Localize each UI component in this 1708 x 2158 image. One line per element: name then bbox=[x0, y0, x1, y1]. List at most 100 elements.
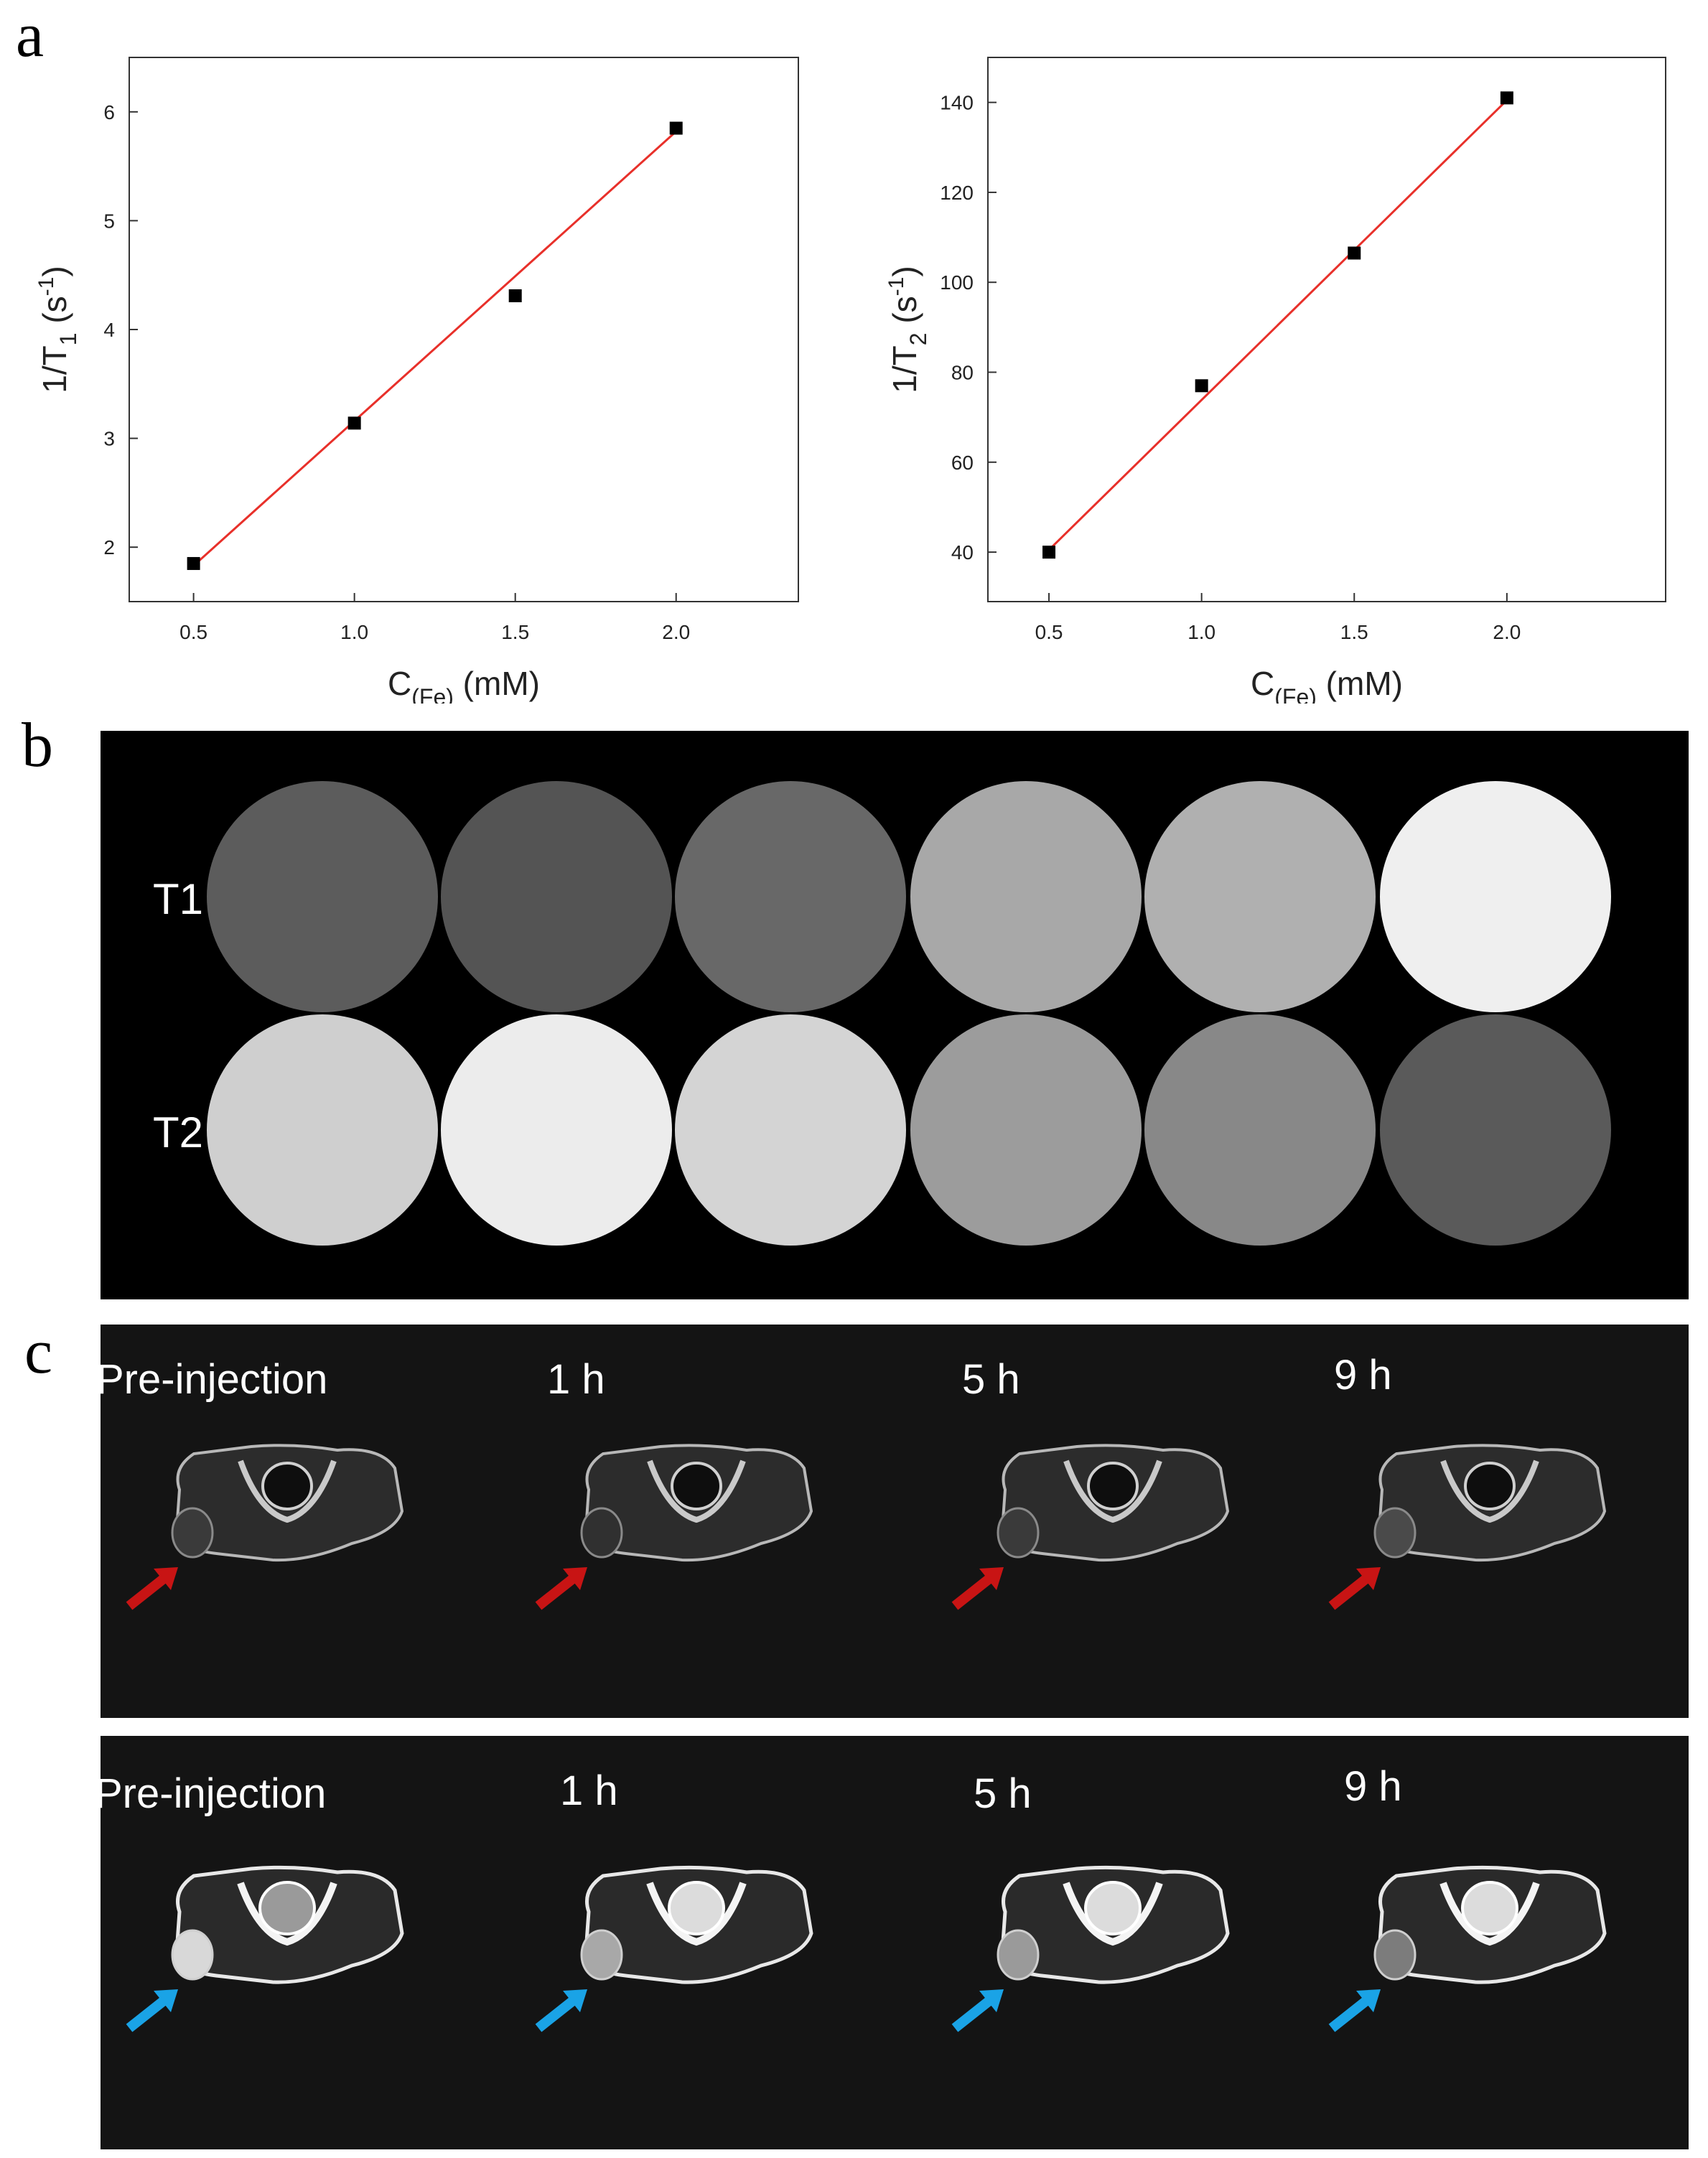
phantom-disk bbox=[1144, 781, 1376, 1012]
arrow-shaft bbox=[535, 1574, 577, 1610]
mri-slice bbox=[951, 1865, 1230, 2032]
y-axis-label: 1/T2 (s-1) bbox=[885, 266, 931, 393]
data-point bbox=[1348, 246, 1361, 260]
x-tick-label: 0.5 bbox=[179, 621, 207, 643]
data-point bbox=[347, 416, 361, 430]
data-point bbox=[669, 121, 683, 135]
y-tick-label: 4 bbox=[103, 319, 115, 341]
phantom-disk bbox=[1144, 1014, 1376, 1246]
x-tick-label: 1.0 bbox=[340, 621, 368, 643]
bladder bbox=[1084, 1881, 1142, 1935]
chart-t1-svg: 0.5 1.0 1.5 2.0 2 3 4 5 6 C(Fe) (mM) 1/T1 (s-1) bbox=[34, 57, 799, 704]
data-point bbox=[1042, 546, 1056, 559]
mri-slice bbox=[535, 1444, 813, 1610]
arrow-shaft bbox=[126, 1574, 167, 1610]
arrow-head bbox=[1356, 1989, 1381, 2012]
y-tick-label: 120 bbox=[940, 182, 974, 204]
arrow-head bbox=[154, 1567, 178, 1590]
data-point bbox=[1500, 91, 1513, 105]
column-title-pre-injection-t2: Pre-injection bbox=[101, 1770, 327, 1817]
bladder bbox=[671, 1462, 722, 1510]
phantom-disk bbox=[675, 1014, 906, 1246]
column-title-1h: 1 h bbox=[547, 1356, 605, 1403]
tumor bbox=[580, 1929, 623, 1981]
plot-frame bbox=[129, 57, 799, 602]
arrow-shaft bbox=[1328, 1996, 1370, 2032]
arrow-head bbox=[979, 1989, 1004, 2012]
mri-slice bbox=[951, 1444, 1230, 1610]
tumor bbox=[1373, 1929, 1417, 1981]
tumor bbox=[997, 1507, 1040, 1559]
arrow-head bbox=[1356, 1567, 1381, 1590]
panel-label-a: a bbox=[16, 1, 45, 70]
column-title-5h-t2: 5 h bbox=[974, 1770, 1032, 1817]
bladder bbox=[261, 1462, 313, 1510]
phantom-disk bbox=[910, 1014, 1142, 1246]
arrow-shaft bbox=[535, 1996, 577, 2032]
arrow-head bbox=[154, 1989, 178, 2012]
chart-t2-svg: 0.5 1.0 1.5 2.0 40 60 80 100 120 140 C(Fe) (mM) 1/T… bbox=[885, 57, 1666, 704]
data-point bbox=[1195, 379, 1208, 393]
mri-t2-panel: Pre-injection 1 h 5 h 9 h bbox=[101, 1736, 1689, 2149]
pelvis bbox=[1063, 1459, 1162, 1523]
x-tick-label: 1.5 bbox=[1340, 621, 1368, 643]
phantom-disk bbox=[207, 781, 438, 1012]
bladder bbox=[1087, 1462, 1139, 1510]
arrow-shaft bbox=[951, 1996, 993, 2032]
phantom-disk bbox=[910, 781, 1142, 1012]
y-tick-label: 80 bbox=[951, 362, 974, 384]
x-axis-label: C(Fe) (mM) bbox=[1251, 665, 1403, 704]
data-point bbox=[187, 556, 200, 570]
column-title-5h: 5 h bbox=[962, 1356, 1020, 1403]
x-tick-label: 1.0 bbox=[1187, 621, 1215, 643]
phantom-image-panel: T1 T2 bbox=[101, 731, 1689, 1299]
bladder bbox=[668, 1881, 725, 1935]
mri-slice bbox=[535, 1865, 813, 2032]
pelvis bbox=[1439, 1882, 1540, 1946]
bladder bbox=[1461, 1881, 1518, 1935]
pelvis bbox=[238, 1459, 337, 1523]
mri-t1-panel: Pre-injection 1 h 5 h 9 h bbox=[101, 1325, 1689, 1718]
chart-t2-relaxivity: 0.5 1.0 1.5 2.0 40 60 80 100 120 140 C(Fe) (mM) 1/T… bbox=[847, 0, 1708, 704]
tumor bbox=[171, 1929, 214, 1981]
data-point bbox=[508, 289, 522, 303]
phantom-disk bbox=[441, 1014, 672, 1246]
y-tick-label: 100 bbox=[940, 271, 974, 294]
mri-slice bbox=[126, 1865, 404, 2032]
arrow-head bbox=[563, 1567, 587, 1590]
y-tick-label: 3 bbox=[103, 428, 115, 450]
phantom-disk bbox=[1380, 781, 1611, 1012]
row-label-t1: T1 bbox=[153, 875, 204, 923]
y-tick-label: 2 bbox=[103, 536, 115, 559]
mri-t1-images bbox=[126, 1444, 1607, 1610]
panel-label-b: b bbox=[22, 711, 53, 780]
fit-line bbox=[1047, 99, 1508, 551]
mri-t2-images bbox=[126, 1865, 1607, 2032]
row-label-t2: T2 bbox=[153, 1108, 204, 1157]
column-title-1h-t2: 1 h bbox=[560, 1767, 618, 1814]
column-title-9h-t2: 9 h bbox=[1344, 1763, 1402, 1810]
arrow-head bbox=[979, 1567, 1004, 1590]
fit-line bbox=[192, 130, 677, 567]
pelvis bbox=[1440, 1459, 1539, 1523]
column-title-pre-injection: Pre-injection bbox=[101, 1356, 328, 1403]
mri-slice bbox=[126, 1444, 404, 1610]
arrow-shaft bbox=[951, 1574, 993, 1610]
x-tick-label: 0.5 bbox=[1035, 621, 1063, 643]
arrow-head bbox=[563, 1989, 587, 2012]
y-tick-label: 140 bbox=[940, 92, 974, 114]
tumor bbox=[580, 1507, 623, 1559]
plot-frame bbox=[987, 57, 1666, 602]
phantom-disk bbox=[207, 1014, 438, 1246]
y-tick-label: 5 bbox=[103, 210, 115, 232]
pelvis bbox=[1063, 1882, 1163, 1946]
x-tick-label: 2.0 bbox=[1493, 621, 1521, 643]
mri-slice bbox=[1328, 1865, 1607, 2032]
y-tick-label: 6 bbox=[103, 101, 115, 123]
phantom-disk bbox=[441, 781, 672, 1012]
y-tick-label: 60 bbox=[951, 452, 974, 474]
x-axis-label: C(Fe) (mM) bbox=[388, 665, 540, 704]
y-axis-label: 1/T1 (s-1) bbox=[34, 266, 81, 393]
mri-slice bbox=[1328, 1444, 1607, 1610]
tumor bbox=[997, 1929, 1040, 1981]
